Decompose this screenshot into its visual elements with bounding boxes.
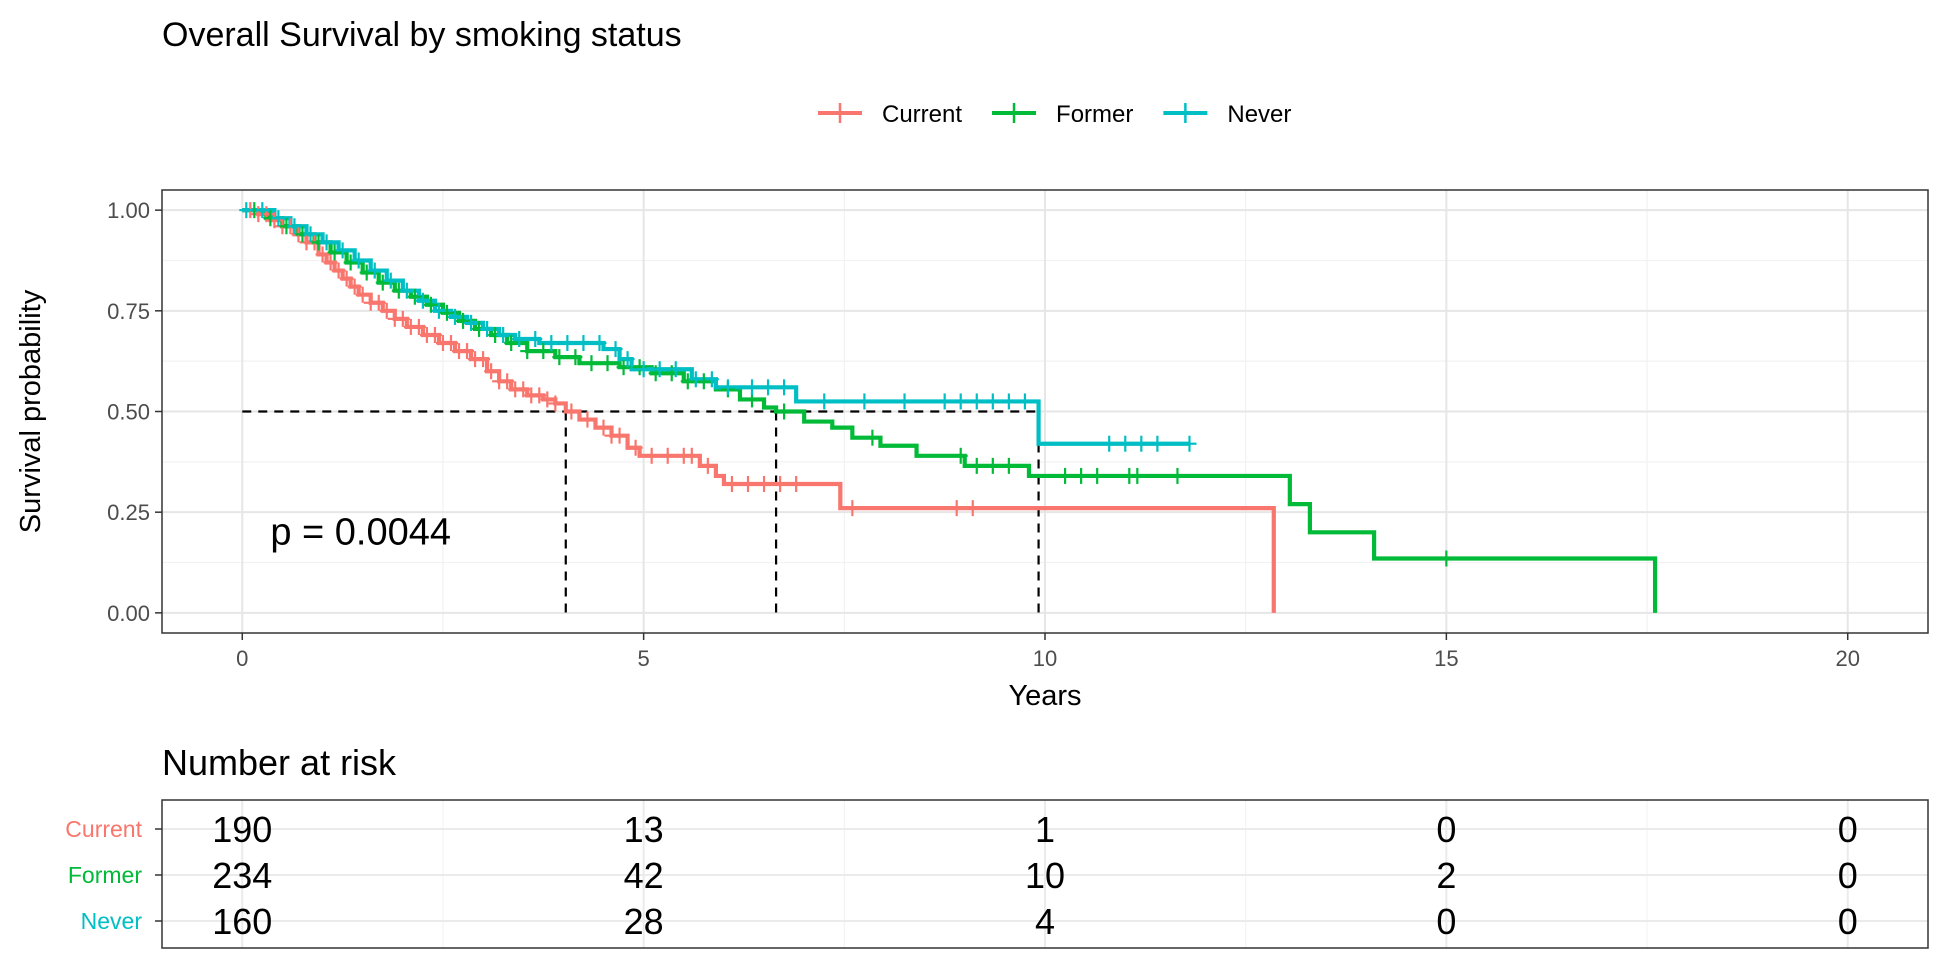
- risk-value: 2: [1436, 855, 1456, 896]
- risk-value: 190: [212, 809, 272, 850]
- risk-value: 0: [1436, 809, 1456, 850]
- risk-value: 42: [624, 855, 664, 896]
- censor-marks: [239, 202, 1454, 567]
- y-tick-label: 0.75: [107, 299, 150, 324]
- risk-row-label-former: Former: [68, 862, 142, 888]
- legend-label-never: Never: [1227, 101, 1291, 128]
- risk-row-label-never: Never: [81, 908, 143, 934]
- risk-value: 0: [1838, 855, 1858, 896]
- x-tick-label: 20: [1835, 646, 1859, 671]
- x-axis: 0 5 10 15 20: [236, 633, 1860, 671]
- risk-value: 160: [212, 901, 272, 942]
- legend: Current Former Never: [818, 101, 1291, 128]
- x-tick-label: 0: [236, 646, 248, 671]
- x-tick-label: 10: [1033, 646, 1057, 671]
- y-tick-label: 0.25: [107, 500, 150, 525]
- median-survival-lines: [242, 410, 1040, 613]
- legend-label-current: Current: [882, 101, 962, 128]
- risk-table-title: Number at risk: [162, 742, 397, 783]
- y-tick-label: 0.50: [107, 400, 150, 425]
- risk-value: 28: [624, 901, 664, 942]
- y-axis: 0.00 0.25 0.50 0.75 1.00: [107, 198, 162, 626]
- x-axis-label: Years: [1008, 680, 1081, 712]
- risk-table-border: [161, 799, 1929, 949]
- legend-label-former: Former: [1056, 101, 1133, 128]
- risk-value: 10: [1025, 855, 1065, 896]
- risk-row-label-current: Current: [65, 816, 142, 842]
- y-tick-label: 1.00: [107, 198, 150, 223]
- risk-table-grid: [162, 800, 1928, 948]
- y-axis-label: Survival probability: [15, 289, 47, 533]
- risk-value: 4: [1035, 901, 1055, 942]
- risk-value: 0: [1838, 809, 1858, 850]
- p-value-label: p = 0.0044: [270, 511, 451, 553]
- risk-value: 13: [624, 809, 664, 850]
- risk-value: 0: [1838, 901, 1858, 942]
- risk-row-labels: Current Former Never: [65, 816, 162, 934]
- risk-value: 234: [212, 855, 272, 896]
- survival-plot: 0.00 0.25 0.50 0.75 1.00 0 5 10 15 20 p = 0.0044…: [15, 189, 1929, 712]
- risk-value: 0: [1436, 901, 1456, 942]
- chart-title: Overall Survival by smoking status: [162, 16, 682, 54]
- y-tick-label: 0.00: [107, 601, 150, 626]
- x-tick-label: 5: [638, 646, 650, 671]
- risk-value: 1: [1035, 809, 1055, 850]
- x-tick-label: 15: [1434, 646, 1458, 671]
